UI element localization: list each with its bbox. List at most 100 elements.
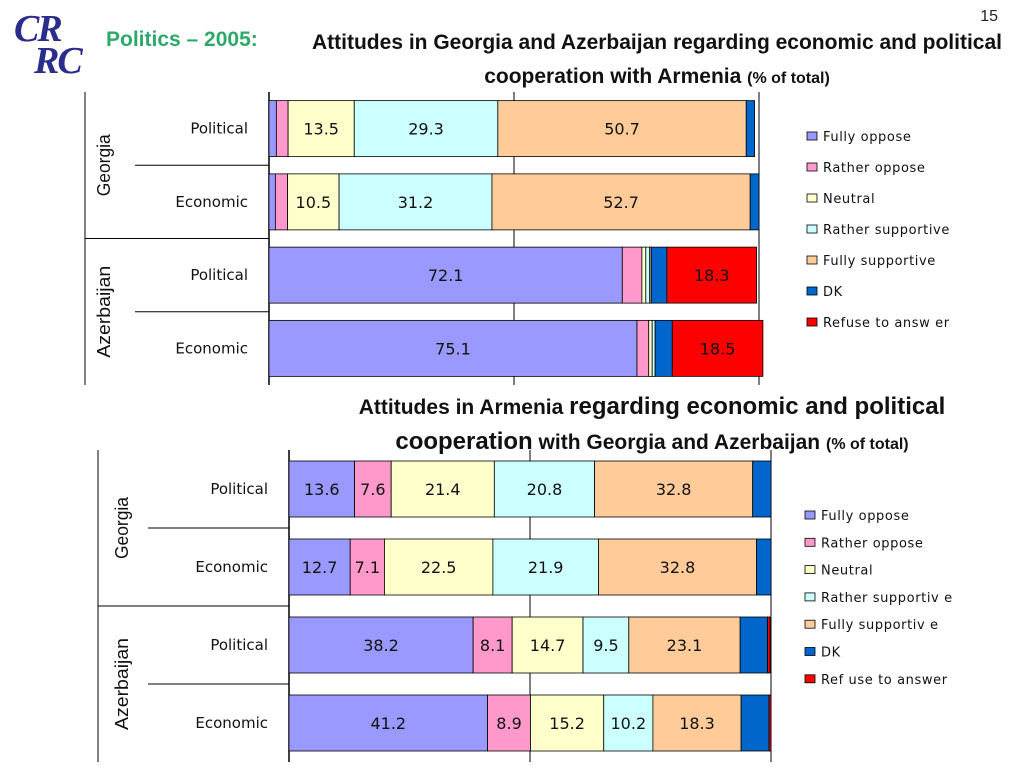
chart2-data-label: 14.7 <box>530 636 566 655</box>
chart2-legend-swatch <box>804 619 816 629</box>
chart1-legend-swatch <box>806 193 818 203</box>
chart2-legend-label: Rather supportiv e <box>821 591 953 606</box>
chart2-bar-segment <box>487 694 531 752</box>
chart1-legend-swatch <box>806 286 818 296</box>
chart2-category-label: Economic <box>195 558 268 576</box>
chart1-data-label: 10.5 <box>296 193 332 212</box>
chart2-bar-segment <box>739 616 769 674</box>
chart2-bar-segment <box>492 538 599 596</box>
section-label: Politics – 2005: <box>106 28 258 51</box>
chart1-data-label: 13.5 <box>303 120 339 139</box>
chart1-bar-segment <box>491 173 751 231</box>
chart1-bar-segment <box>274 173 289 231</box>
chart1-bar-segment <box>641 246 647 304</box>
chart1-legend-swatch <box>806 317 818 327</box>
chart1-title: Attitudes in Georgia and Azerbaijan rega… <box>300 26 1014 96</box>
chart1-bar-segment <box>497 100 747 158</box>
chart1-bar-segment <box>666 246 757 304</box>
chart2-legend-swatch <box>804 537 816 547</box>
chart2-data-label: 41.2 <box>370 714 406 733</box>
chart1-bar-segment <box>268 173 276 231</box>
chart2-bar-segment <box>288 694 488 752</box>
chart1-legend-label: Neutral <box>823 192 875 207</box>
chart2-title-part3: cooperation <box>395 428 533 455</box>
chart2-data-label: 21.4 <box>425 480 461 499</box>
chart2-group-label: Georgia <box>112 496 132 559</box>
chart1-bar-segment <box>745 100 755 158</box>
chart2-bar-segment <box>767 616 771 674</box>
chart2-legend-swatch <box>804 592 816 602</box>
chart2-legend-swatch <box>804 647 816 656</box>
chart1-data-label: 75.1 <box>435 339 471 358</box>
chart1-bar-segment <box>654 319 673 377</box>
chart2-legend-label: Fully oppose <box>821 509 909 524</box>
chart2-data-label: 18.3 <box>679 714 715 733</box>
chart2-legend-label: Ref use to answer <box>821 673 948 688</box>
chart1-legend-swatch <box>806 224 818 234</box>
chart2-bar-segment <box>768 694 772 752</box>
chart2-data-label: 32.8 <box>660 558 696 577</box>
chart1-data-label: 18.5 <box>700 339 736 358</box>
chart2-bar-segment <box>594 460 754 518</box>
chart2-data-label: 23.1 <box>667 636 703 655</box>
chart1-legend-swatch <box>806 131 818 141</box>
chart2-legend-label: Fully supportiv e <box>821 618 939 633</box>
chart2-category-label: Economic <box>195 714 268 732</box>
chart1-bar-segment <box>621 246 643 304</box>
chart1-group-label: Azerbaijan <box>94 266 114 358</box>
chart1-title-unit: (% of total) <box>747 70 830 87</box>
chart1-data-label: 31.2 <box>398 193 434 212</box>
chart2-data-label: 7.1 <box>355 558 380 577</box>
chart2-legend-swatch <box>804 510 816 520</box>
chart2-data-label: 13.6 <box>304 480 340 499</box>
chart1-bar-segment <box>338 173 493 231</box>
chart2-title-part1: Attitudes in Armenia <box>358 396 564 419</box>
chart1-bar-segment <box>268 100 277 158</box>
chart1-bar-segment <box>648 319 653 377</box>
chart1-legend-swatch <box>806 255 818 265</box>
chart2-category-label: Political <box>210 480 268 498</box>
chart1-legend-label: Refuse to answ er <box>823 316 950 331</box>
chart2-bar-segment <box>493 460 595 518</box>
chart2-group-label: Azerbaijan <box>112 638 132 730</box>
chart1-data-label: 18.3 <box>694 266 730 285</box>
chart1-data-label: 50.7 <box>604 120 640 139</box>
chart2-data-label: 20.8 <box>527 480 563 499</box>
chart2-bar-segment <box>598 538 757 596</box>
chart1-data-label: 72.1 <box>428 266 464 285</box>
chart2-title-unit: (% of total) <box>825 436 909 453</box>
logo-line-2: RC <box>34 40 83 82</box>
chart2-title-part4: with Georgia and Azerbaijan <box>538 431 821 454</box>
chart2-bar-segment <box>756 538 772 596</box>
chart1-data-label: 29.3 <box>408 120 444 139</box>
chart1-bar-segment <box>749 173 760 231</box>
chart1-legend-label: Rather supportive <box>823 223 950 238</box>
chart2-data-label: 7.6 <box>360 480 385 499</box>
chart1-legend-label: Fully supportive <box>823 254 936 269</box>
chart2-bar-segment <box>752 460 772 518</box>
chart2-title-part2: regarding economic and political <box>569 393 946 420</box>
chart2-data-label: 9.5 <box>593 636 618 655</box>
chart2-bar-segment <box>511 616 584 674</box>
chart1-bar-segment <box>645 246 651 304</box>
chart2-bar-segment <box>288 616 474 674</box>
chart1-bar-segment <box>651 319 656 377</box>
chart2-data-label: 22.5 <box>421 558 457 577</box>
chart2-bar-segment <box>390 460 495 518</box>
chart-2: Georgia Azerbaijan Political 13.6 7.6 21.4 20.… <box>97 450 953 762</box>
chart-1: Georgia Azerbaijan Political 13.5 29.3 50.7 Ec… <box>84 92 950 385</box>
chart2-bar-segment <box>384 538 494 596</box>
chart1-bar-segment <box>268 319 638 377</box>
chart2-bar-segment <box>472 616 513 674</box>
chart1-group-label: Georgia <box>94 133 114 196</box>
chart1-legend-label: DK <box>823 285 843 300</box>
chart2-legend-swatch <box>804 565 816 574</box>
chart2-bar-segment <box>603 694 654 752</box>
chart2-title: Attitudes in Armenia regarding economic … <box>280 390 1024 462</box>
chart1-bar-segment <box>353 100 499 158</box>
chart2-data-label: 8.1 <box>480 636 505 655</box>
chart1-legend-swatch <box>806 162 818 172</box>
chart2-data-label: 15.2 <box>549 714 585 733</box>
chart2-data-label: 8.9 <box>496 714 521 733</box>
